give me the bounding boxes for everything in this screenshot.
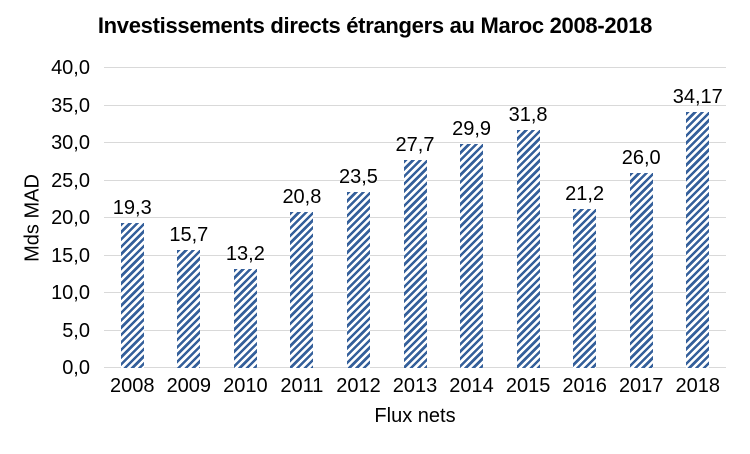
bar-value-label: 26,0 [621,147,661,169]
x-tick-label: 2011 [280,375,324,397]
bar-2009 [177,250,201,368]
y-tick-label: 15,0 [51,244,90,267]
x-axis-title: Flux nets [374,405,456,427]
y-tick-label: 10,0 [51,282,90,304]
chart-title: Investissements directs étrangers au Mar… [97,13,653,38]
bar-slot: 26,0 [613,68,670,368]
x-tick-label: 2015 [505,375,551,397]
bar-slot: 15,7 [161,68,218,368]
bar-value-label: 29,9 [452,117,492,140]
bar-2008 [120,223,144,368]
bar-2014 [460,143,484,368]
x-tick-label: 2008 [110,375,155,397]
bar-value-label: 19,3 [112,197,152,220]
x-tick-label: 2018 [675,375,720,397]
gridline [104,142,726,143]
x-tick-label: 2012 [336,375,381,397]
bars-row: 19,3 15,7 13,2 20,8 23,5 27,7 29,9 31,8 21,2 26,0… [104,68,726,368]
x-tick-label: 2010 [223,375,268,397]
y-tick-label: 20,0 [51,207,90,229]
bar-value-label: 20,8 [282,186,322,208]
bar-value-label: 21,2 [565,183,605,205]
gridline [104,67,726,68]
x-tick-label: 2014 [449,375,494,397]
y-tick-label: 35,0 [51,94,90,117]
bar-2015 [516,129,540,368]
x-tick-label: 2016 [562,375,607,397]
bar-2016 [573,209,597,368]
x-tick-label: 2009 [166,375,212,397]
y-tick-label: 5,0 [62,319,90,342]
bar-2011 [290,212,314,368]
bar-slot: 27,7 [387,68,444,368]
bar-value-label: 34,17 [672,85,723,108]
y-tick-label: 0,0 [62,357,90,379]
x-axis-ticks: 2008 2009 2010 2011 2012 2013 2014 2015 2016 2017… [104,376,726,396]
bar-value-label: 13,2 [225,243,265,265]
bar-slot: 21,2 [556,68,613,368]
y-tick-label: 40,0 [51,57,90,79]
bar-2017 [629,173,653,368]
gridline [104,104,726,106]
bar-slot: 23,5 [330,68,387,368]
y-tick-label: 30,0 [51,132,90,154]
bar-slot: 13,2 [217,68,274,368]
x-tick-label: 2013 [392,375,438,397]
bar-slot: 31,8 [500,68,557,368]
y-tick-label: 25,0 [51,169,90,192]
plot-area: 19,3 15,7 13,2 20,8 23,5 27,7 29,9 31,8 21,2 26,0… [104,67,726,368]
y-axis-ticks: 0,0 5,0 10,0 15,0 20,0 25,0 30,0 35,0 40,0 [0,58,92,378]
bar-value-label: 27,7 [395,134,435,157]
bar-slot: 29,9 [443,68,500,368]
bar-value-label: 15,7 [169,224,209,247]
bar-value-label: 31,8 [508,103,548,126]
bar-2010 [233,269,257,368]
bar-value-label: 23,5 [338,165,378,188]
bar-slot: 20,8 [274,68,331,368]
bar-2018 [686,111,710,368]
x-tick-label: 2017 [618,375,664,397]
bar-2012 [346,191,370,368]
bar-slot: 19,3 [104,68,161,368]
bar-2013 [403,160,427,368]
bar-slot: 34,17 [669,68,726,368]
